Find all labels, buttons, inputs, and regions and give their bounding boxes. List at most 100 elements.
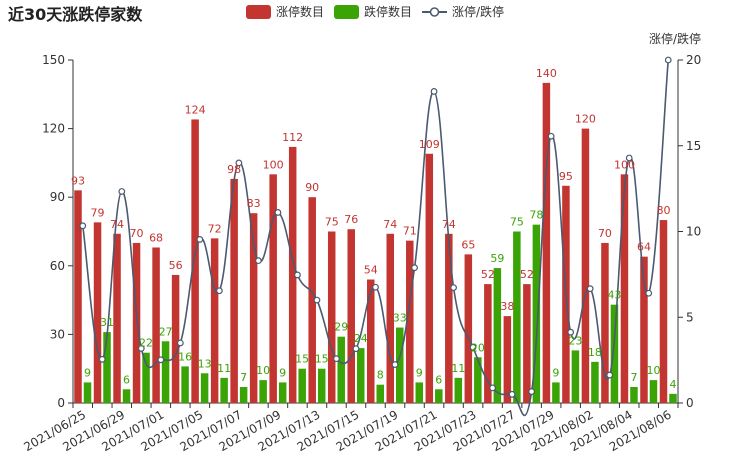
bar-limit-up — [464, 254, 473, 403]
data-label-limit-up: 100 — [263, 158, 284, 171]
data-label-limit-up: 65 — [461, 238, 475, 251]
data-label-limit-down: 10 — [256, 364, 270, 377]
data-label-limit-up: 90 — [305, 181, 319, 194]
bar-limit-down — [142, 352, 150, 403]
right-axis-tick-label: 20 — [686, 53, 701, 67]
bar-limit-down — [415, 382, 424, 403]
data-label-limit-down: 31 — [100, 316, 114, 329]
data-label-limit-down: 7 — [240, 371, 247, 384]
data-label-limit-up: 72 — [208, 222, 222, 235]
bar-limit-down — [493, 268, 502, 403]
data-label-limit-up: 64 — [637, 241, 651, 254]
ratio-point — [586, 285, 594, 293]
ratio-point — [274, 209, 282, 216]
ratio-point — [176, 339, 184, 347]
ratio-point — [489, 384, 496, 392]
bar-limit-up — [308, 197, 316, 403]
ratio-point — [313, 296, 321, 304]
ratio-point — [450, 284, 457, 292]
bar-limit-up — [152, 247, 160, 403]
data-label-limit-down: 6 — [435, 373, 442, 386]
legend-item-limit-up[interactable]: 涨停数目 — [246, 4, 324, 19]
data-label-limit-up: 70 — [130, 227, 144, 240]
data-label-limit-down: 9 — [279, 366, 286, 379]
right-axis-tick-label: 15 — [686, 139, 701, 153]
bar-limit-down — [220, 377, 228, 403]
chart-title: 近30天涨跌停家数 — [8, 5, 143, 24]
data-label-limit-down: 22 — [139, 337, 153, 350]
left-axis-tick-label: 0 — [57, 396, 65, 410]
data-label-limit-down: 13 — [198, 357, 212, 370]
bar-limit-up — [347, 229, 355, 403]
data-label-limit-down: 33 — [393, 312, 407, 325]
data-label-limit-up: 52 — [481, 268, 495, 281]
legend[interactable]: 涨停数目 跌停数目 涨停/跌停 — [246, 4, 504, 19]
right-axis-tick-label: 10 — [686, 225, 701, 239]
bar-limit-down — [200, 373, 209, 403]
data-label-limit-up: 83 — [247, 197, 261, 210]
data-label-limit-up: 68 — [149, 232, 163, 245]
ratio-point — [645, 289, 653, 297]
bar-limit-up — [581, 128, 590, 403]
data-label-limit-down: 7 — [630, 371, 637, 384]
bar-limit-down — [610, 304, 619, 403]
data-label-limit-down: 78 — [529, 209, 543, 222]
bar-limit-down — [649, 380, 658, 403]
data-label-limit-up: 109 — [419, 138, 440, 151]
data-label-limit-up: 120 — [575, 113, 596, 126]
legend-swatch-limit-down — [334, 5, 359, 19]
data-label-limit-up: 74 — [110, 218, 124, 231]
bar-limit-down — [278, 382, 287, 403]
data-label-limit-up: 98 — [227, 163, 241, 176]
bar-limit-up — [523, 284, 531, 403]
legend-item-limit-down[interactable]: 跌停数目 — [334, 4, 412, 19]
data-label-limit-up: 80 — [656, 204, 670, 217]
bar-limit-down — [454, 377, 463, 403]
legend-item-ratio[interactable]: 涨停/跌停 — [422, 4, 504, 19]
bar-limit-up — [659, 220, 668, 403]
ratio-point — [547, 132, 555, 140]
bar-limit-down — [83, 382, 92, 403]
ratio-point — [430, 88, 438, 95]
ratio-point — [352, 345, 360, 353]
data-label-limit-down: 8 — [377, 369, 384, 382]
ratio-line — [79, 56, 672, 417]
bar-limit-up — [249, 213, 258, 403]
left-axis-tick-label: 90 — [50, 190, 65, 204]
bar-labels: 9397931746702268275616124137211987831010… — [71, 67, 676, 391]
bar-limit-up — [503, 316, 512, 403]
bar-limit-up — [113, 233, 121, 403]
data-label-limit-up: 52 — [520, 268, 534, 281]
legend-label-limit-down: 跌停数目 — [364, 4, 412, 19]
left-axis-tick-label: 150 — [42, 53, 65, 67]
ratio-point — [372, 283, 379, 291]
data-label-limit-down: 10 — [646, 364, 660, 377]
bar-limit-up — [484, 284, 492, 403]
bar-limit-up — [601, 242, 609, 403]
ratio-point — [664, 56, 672, 64]
data-label-limit-up: 56 — [169, 259, 183, 272]
bar-limit-up — [620, 174, 629, 403]
data-label-limit-up: 76 — [344, 213, 358, 226]
legend-label-limit-up: 涨停数目 — [276, 4, 324, 19]
ratio-point — [255, 257, 262, 265]
bar-limit-down — [532, 224, 541, 403]
ratio-point — [469, 343, 477, 351]
bar-limit-up — [210, 238, 219, 403]
bar-limit-down — [571, 350, 580, 403]
left-axis-tick-label: 30 — [50, 327, 65, 341]
bar-limit-up — [93, 222, 102, 403]
bar-limit-down — [376, 384, 384, 403]
data-label-limit-down: 18 — [588, 346, 602, 359]
data-label-limit-up: 112 — [282, 131, 303, 144]
right-axis-tick-label: 5 — [686, 310, 694, 324]
bar-limit-down — [435, 389, 443, 403]
data-label-limit-up: 75 — [325, 216, 339, 229]
bar-limit-up — [445, 233, 453, 403]
bar-limit-down — [181, 366, 189, 403]
data-label-limit-down: 16 — [178, 350, 192, 363]
data-label-limit-up: 124 — [185, 103, 206, 116]
bar-limit-up — [288, 146, 297, 404]
